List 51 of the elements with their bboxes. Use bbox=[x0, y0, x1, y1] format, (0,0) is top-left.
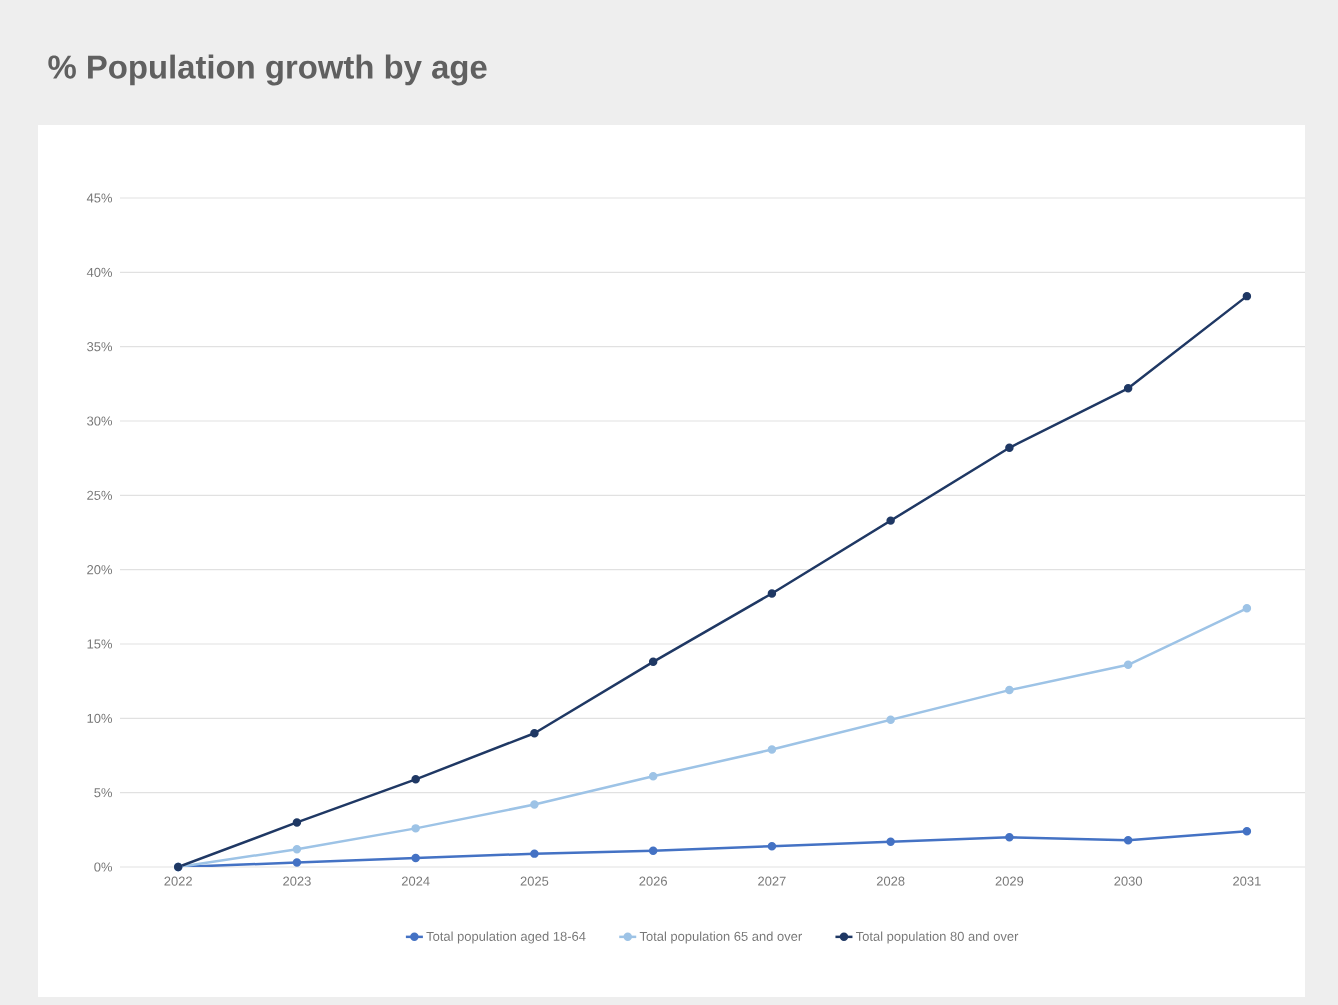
point bbox=[530, 849, 539, 858]
x-tick-label: 2024 bbox=[401, 876, 430, 886]
y-tick-label: 20% bbox=[87, 565, 113, 575]
point bbox=[530, 728, 539, 738]
point bbox=[411, 853, 420, 863]
point bbox=[411, 775, 420, 784]
point bbox=[292, 818, 302, 827]
x-tick-label: 2030 bbox=[1114, 876, 1143, 886]
chart-title: % Population growth by age bbox=[48, 54, 487, 86]
y-tick-label: 40% bbox=[86, 267, 113, 277]
x-tick-label: 2031 bbox=[1233, 876, 1261, 886]
x-tick-label: 2026 bbox=[639, 876, 667, 886]
x-tick-label: 2029 bbox=[995, 876, 1024, 886]
point bbox=[648, 657, 658, 667]
y-tick-label: 5% bbox=[94, 788, 113, 798]
y-tick-label: 10% bbox=[87, 713, 113, 723]
point bbox=[1242, 604, 1252, 613]
point bbox=[1123, 836, 1133, 845]
y-tick-label: 15% bbox=[87, 639, 113, 649]
point bbox=[886, 837, 895, 846]
point bbox=[648, 772, 658, 781]
point bbox=[530, 800, 539, 809]
point bbox=[886, 516, 895, 525]
y-tick-label: 0% bbox=[94, 862, 113, 872]
x-tick-label: 2025 bbox=[520, 876, 549, 886]
point bbox=[1123, 660, 1133, 670]
point bbox=[767, 841, 777, 851]
x-tick-label: 2027 bbox=[758, 876, 786, 886]
point bbox=[1005, 833, 1014, 842]
point bbox=[1005, 443, 1014, 453]
point bbox=[767, 589, 777, 598]
x-tick-label: 2023 bbox=[283, 876, 311, 886]
y-tick-label: 25% bbox=[87, 490, 113, 500]
x-tick-label: 2028 bbox=[876, 876, 905, 886]
point bbox=[292, 858, 302, 867]
point bbox=[1242, 291, 1252, 301]
y-tick-label: 35% bbox=[87, 342, 113, 352]
x-tick-label: 2022 bbox=[164, 876, 192, 886]
legend-label: Total population 80 and over bbox=[856, 931, 1019, 944]
legend-label: Total population 65 and over bbox=[639, 931, 802, 944]
point bbox=[1242, 827, 1252, 836]
point bbox=[767, 745, 777, 754]
point bbox=[1005, 685, 1014, 695]
legend-label: Total population aged 18-64 bbox=[426, 931, 586, 944]
point bbox=[886, 715, 895, 725]
point bbox=[292, 844, 302, 854]
y-tick-label: 30% bbox=[87, 416, 113, 426]
point bbox=[648, 846, 658, 855]
y-tick-label: 45% bbox=[86, 193, 113, 203]
point bbox=[411, 824, 420, 833]
point bbox=[1123, 384, 1133, 393]
